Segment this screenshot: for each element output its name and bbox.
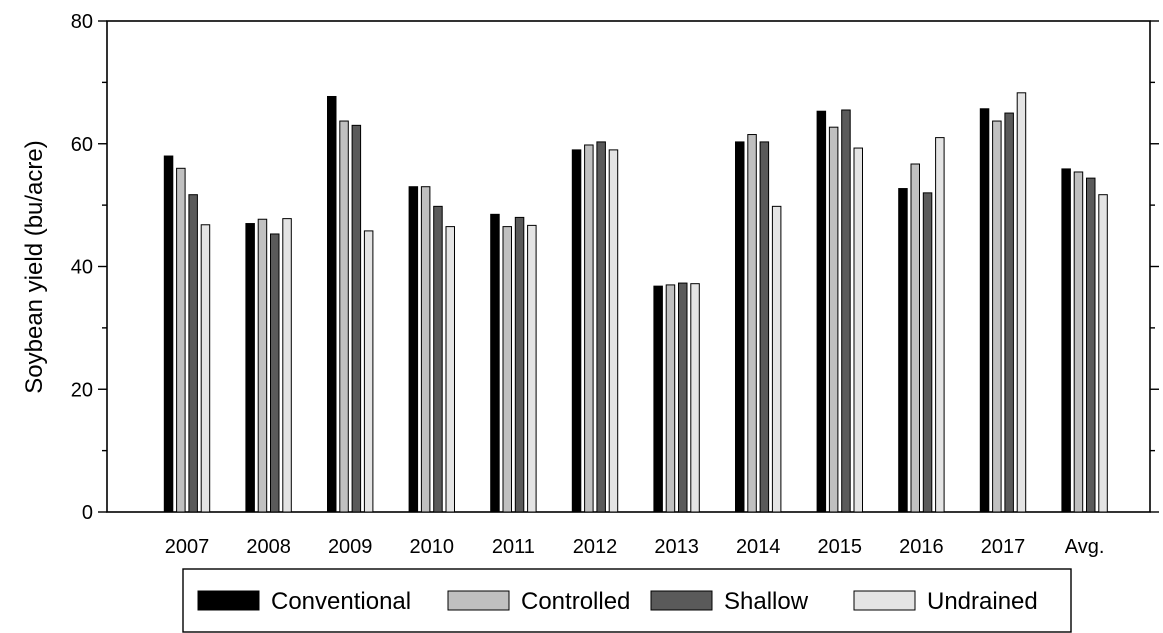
x-tick-label: 2015 [818,536,863,558]
bar-controlled-2015 [828,126,839,513]
y-tick-label: 0 [82,502,93,524]
x-tick-label: 2011 [492,536,535,558]
bar-shallow-2016 [922,192,933,513]
x-tick-label: 2016 [899,536,944,558]
y-tick-label: 20 [71,379,93,401]
bar-conventional-2010 [408,186,419,513]
bar-shallow-2013 [678,282,688,513]
bar-undrained-2015 [853,147,863,513]
legend-box [182,568,1072,633]
bar-shallow-2007 [188,194,198,513]
bar-conventional-2011 [490,213,500,513]
legend-label-shallow: Shallow [724,588,809,615]
plot-area: 0 20 40 60 80 2007 2008 2009 2010 2011 2012 2013 201… [71,11,1159,558]
bar-undrained-2012 [608,149,619,513]
bar-undrained-2008 [282,218,292,513]
bar-undrained-2010 [445,226,455,513]
bar-controlled-2007 [176,167,186,513]
bar-shallow-2014 [759,141,770,513]
x-tick-label: 2017 [981,536,1026,558]
bar-conventional-2009 [327,95,337,513]
bar-undrained-2017 [1016,92,1027,513]
x-tick-label: 2007 [165,536,210,558]
bar-shallow-2015 [841,109,851,513]
y-axis-label: Soybean yield (bu/acre) [21,140,48,393]
legend-label-undrained: Undrained [927,588,1038,615]
legend-swatch-shallow [650,590,713,611]
bar-controlled-2011 [502,226,512,513]
legend: Conventional Controlled Shallow Undrained [182,568,1072,633]
bar-conventional-2008 [245,223,255,513]
bar-conventional-2007 [163,155,174,513]
x-tick-label: 2012 [573,536,618,558]
bar-conventional-2015 [816,110,827,513]
x-tick-label: 2010 [410,536,455,558]
legend-swatch-undrained [853,590,916,611]
x-tick-label: 2013 [654,536,699,558]
bar-controlled-2012 [584,144,594,513]
bar-controlled-2013 [665,284,676,513]
bar-undrained-avg [1098,194,1108,513]
bar-conventional-2017 [979,108,990,513]
bar-conventional-2014 [735,141,745,513]
bar-undrained-2013 [690,283,700,513]
bar-conventional-2012 [571,149,582,513]
bar-undrained-2007 [200,224,211,513]
bar-shallow-2008 [270,233,280,513]
legend-label-conventional: Conventional [271,588,411,615]
x-tick-label: 2014 [736,536,781,558]
bar-controlled-2016 [910,163,920,513]
bar-undrained-2016 [935,137,945,513]
x-tick-label: 2009 [328,536,373,558]
bar-undrained-2014 [771,205,782,513]
bar-conventional-2016 [898,188,908,513]
bar-shallow-2017 [1004,112,1014,513]
x-tick-label: Avg. [1065,536,1105,558]
y-tick-label: 40 [71,257,93,279]
bar-shallow-2011 [514,216,525,513]
bar-controlled-2009 [339,120,349,513]
y-tick-label: 80 [71,11,93,33]
bar-shallow-2010 [433,205,443,513]
legend-label-controlled: Controlled [521,588,630,615]
bar-controlled-2008 [257,218,268,513]
legend-swatch-controlled [447,590,510,611]
y-tick-label: 60 [71,134,93,156]
bar-conventional-avg [1061,168,1071,513]
bar-undrained-2009 [363,230,374,513]
legend-swatch-conventional [197,590,260,611]
bar-controlled-2010 [420,186,431,513]
bar-shallow-avg [1086,177,1096,513]
x-tick-label: 2008 [246,536,291,558]
bar-controlled-2017 [992,120,1002,513]
bar-shallow-2009 [351,124,362,513]
bar-controlled-2014 [747,134,757,513]
bar-undrained-2011 [527,224,537,513]
bar-conventional-2013 [653,285,663,513]
bar-controlled-avg [1073,171,1084,513]
bar-shallow-2012 [596,141,606,513]
